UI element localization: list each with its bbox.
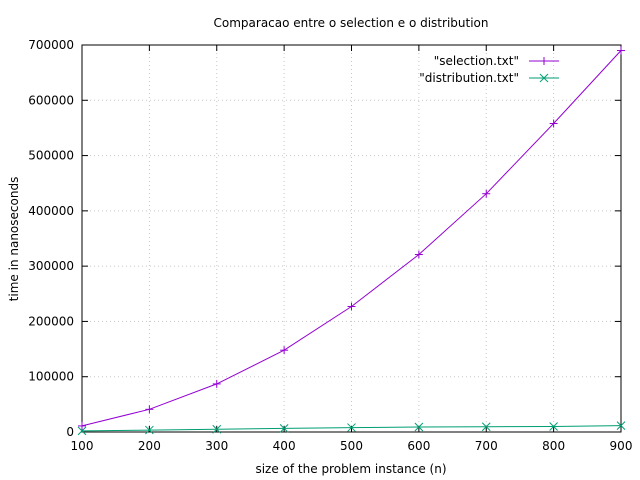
y-tick-label: 400000 (28, 204, 74, 218)
data-point (549, 422, 558, 431)
marker-stroke (539, 73, 549, 83)
data-point (549, 119, 558, 128)
legend-label: "selection.txt" (434, 54, 519, 68)
x-tick-label: 600 (407, 439, 430, 453)
data-point (145, 405, 154, 414)
x-tick-label: 400 (273, 439, 296, 453)
data-point (77, 426, 87, 436)
series-layer (77, 46, 626, 436)
data-point (414, 250, 423, 259)
data-point (617, 46, 625, 55)
legend-label: "distribution.txt" (419, 71, 519, 85)
y-tick-label: 100000 (28, 370, 74, 384)
data-point (212, 379, 221, 388)
marker-stroke (77, 426, 87, 436)
y-tick-label: 700000 (28, 38, 74, 52)
x-tick-label: 200 (138, 439, 161, 453)
marker-stroke (414, 422, 424, 432)
y-tick-label: 0 (66, 425, 74, 439)
legend-item: "distribution.txt" (419, 71, 559, 85)
data-point (616, 421, 626, 430)
data-point (482, 189, 491, 198)
legend: "selection.txt" "distribution.txt" (419, 54, 559, 85)
data-point (78, 421, 86, 430)
legend-marker (539, 73, 549, 83)
data-point (212, 424, 222, 434)
series-0 (78, 46, 625, 430)
x-tick-label: 300 (205, 439, 228, 453)
grid (82, 45, 621, 432)
marker-stroke (616, 421, 626, 430)
data-point (414, 422, 424, 432)
legend-item: "selection.txt" (434, 54, 559, 68)
y-tick-label: 200000 (28, 314, 74, 328)
data-point (347, 423, 356, 432)
marker-stroke (212, 424, 222, 434)
series-1 (77, 421, 626, 436)
chart-title: Comparacao entre o selection e o distrib… (214, 16, 489, 30)
marker-stroke (347, 423, 356, 432)
x-tick-label: 800 (542, 439, 565, 453)
y-tick-label: 300000 (28, 259, 74, 273)
marker-stroke (145, 425, 154, 435)
x-tick-label: 700 (475, 439, 498, 453)
x-tick-label: 900 (610, 439, 633, 453)
data-point (280, 346, 289, 355)
y-axis-title: time in nanoseconds (7, 177, 21, 302)
x-tick-label: 500 (340, 439, 363, 453)
y-tick-label: 600000 (28, 93, 74, 107)
data-point (481, 422, 491, 432)
marker-stroke (481, 422, 491, 432)
marker-stroke (279, 424, 289, 433)
legend-marker (540, 57, 548, 65)
data-point (347, 302, 356, 311)
x-tick-label: 100 (71, 439, 94, 453)
data-point (279, 424, 289, 433)
data-point (145, 425, 154, 435)
y-tick-label: 500000 (28, 149, 74, 163)
marker-stroke (549, 422, 558, 431)
x-axis-title: size of the problem instance (n) (255, 462, 446, 476)
